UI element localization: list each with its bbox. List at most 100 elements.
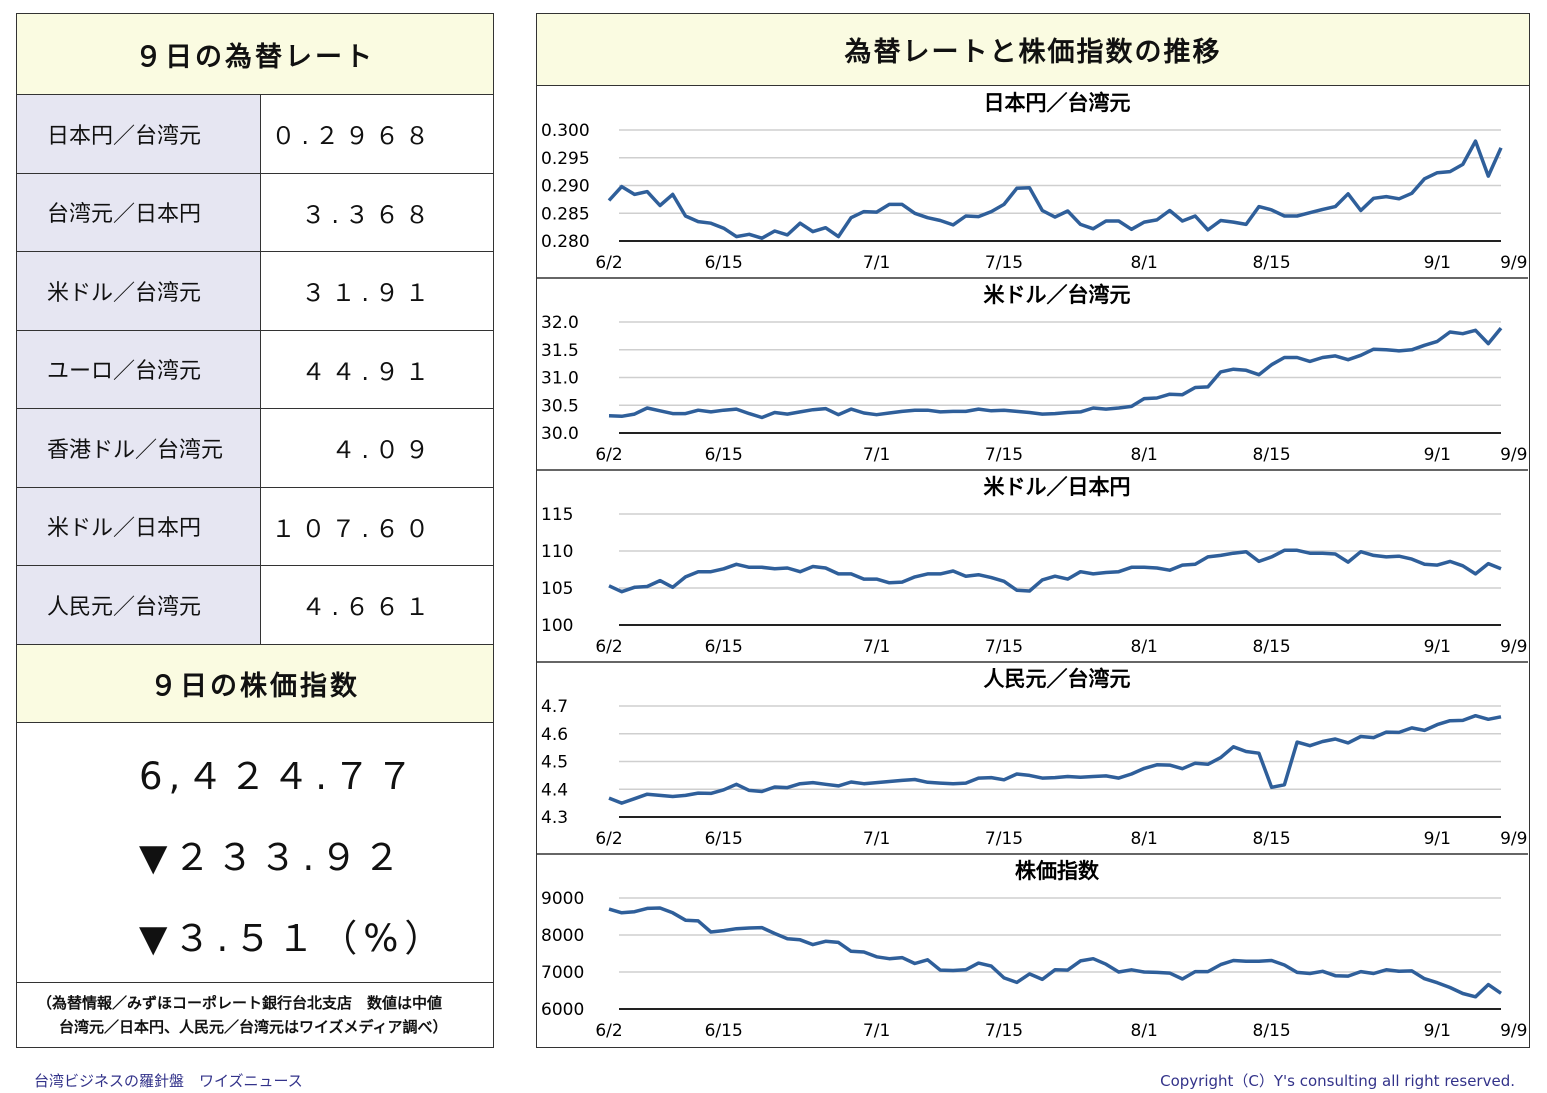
rate-row: ユーロ／台湾元 ４４.９１ (17, 330, 493, 409)
rate-value: １０７.６０ (271, 514, 435, 543)
y-tick-label: 4.7 (541, 697, 568, 717)
rate-row: 日本円／台湾元 ０.２９６８ (17, 95, 493, 174)
y-tick-label: 6000 (541, 1000, 584, 1020)
y-tick-label: 31.0 (541, 369, 579, 389)
rate-label: 米ドル／台湾元 (17, 252, 261, 330)
rate-value: ０.２９６８ (271, 122, 435, 151)
y-tick-label: 110 (541, 542, 573, 562)
y-tick-label: 0.300 (541, 121, 590, 141)
x-tick-label: 9/9 (1500, 637, 1527, 657)
source-note: （為替情報／みずほコーポレート銀行台北支店 数値は中値 台湾元／日本円、人民元／… (17, 983, 493, 1039)
y-tick-label: 4.4 (541, 780, 568, 800)
x-tick-label: 9/1 (1424, 445, 1451, 465)
rate-table: 日本円／台湾元 ０.２９６８ 台湾元／日本円 ３.３６８ 米ドル／台湾元 ３１.９１ ユーロ… (17, 95, 493, 645)
x-tick-label: 7/15 (985, 637, 1023, 657)
stock-index-percent: ▼３.５１（%） (139, 916, 448, 960)
y-tick-label: 0.280 (541, 232, 590, 252)
y-tick-label: 7000 (541, 963, 584, 983)
x-tick-label: 9/1 (1424, 637, 1451, 657)
series-line (608, 713, 1502, 805)
y-tick-label: 4.6 (541, 725, 568, 745)
y-tick-label: 9000 (541, 889, 584, 909)
x-tick-label: 6/15 (705, 1021, 743, 1041)
chart-panel: 米ドル／日本円 115 110 105 100 6/2 6/15 7/1 7/15 8/1 8/15… (537, 469, 1528, 657)
rate-value: ４４.９１ (301, 357, 435, 386)
rate-label: ユーロ／台湾元 (17, 330, 261, 408)
x-tick-label: 9/9 (1500, 829, 1527, 849)
x-tick-label: 8/1 (1131, 829, 1158, 849)
x-tick-label: 6/15 (705, 637, 743, 657)
x-tick-label: 8/15 (1253, 637, 1291, 657)
right-panel: 為替レートと株価指数の推移 日本円／台湾元 0.300 0.295 0.290 0.28… (536, 13, 1530, 1048)
x-tick-label: 8/15 (1253, 445, 1291, 465)
x-tick-label: 8/1 (1131, 445, 1158, 465)
rate-row: 米ドル／日本円 １０７.６０ (17, 487, 493, 566)
y-tick-label: 31.5 (541, 341, 579, 361)
x-tick-label: 7/1 (863, 1021, 890, 1041)
x-tick-label: 7/1 (863, 637, 890, 657)
series-line (608, 326, 1503, 420)
charts-title: 為替レートと株価指数の推移 (537, 14, 1529, 86)
rate-row: 米ドル／台湾元 ３１.９１ (17, 252, 493, 331)
x-tick-label: 6/2 (595, 445, 622, 465)
rate-label: 日本円／台湾元 (17, 95, 261, 173)
x-tick-label: 9/9 (1500, 445, 1527, 465)
rate-row: 人民元／台湾元 ４.６６１ (17, 566, 493, 645)
stock-index-change: ▼２３３.９２ (139, 835, 407, 879)
rate-label: 人民元／台湾元 (17, 566, 261, 644)
y-tick-label: 0.290 (541, 177, 590, 197)
y-tick-label: 100 (541, 616, 573, 636)
stock-index-box: 6,４２４.７７ ▼２３３.９２ ▼３.５１（%） (17, 723, 493, 983)
series-line (608, 906, 1502, 999)
x-tick-label: 8/15 (1253, 253, 1291, 273)
source-note-line2: 台湾元／日本円、人民元／台湾元はワイズメディア調べ） (59, 1017, 448, 1036)
x-tick-label: 6/15 (705, 829, 743, 849)
chart-title: 日本円／台湾元 (984, 91, 1131, 115)
chart-title: 人民元／台湾元 (984, 667, 1131, 691)
chart-panel: 株価指数 9000 8000 7000 6000 6/2 6/15 7/1 7/15 8/1 8/1… (537, 853, 1528, 1041)
series-line (608, 548, 1502, 594)
rate-label: 台湾元／日本円 (17, 173, 261, 251)
series-line (607, 139, 1503, 240)
x-tick-label: 7/15 (985, 1021, 1023, 1041)
rate-row: 台湾元／日本円 ３.３６８ (17, 173, 493, 252)
x-tick-label: 6/2 (595, 829, 622, 849)
x-tick-label: 9/1 (1424, 1021, 1451, 1041)
rate-value: ４.０９ (331, 436, 435, 465)
y-tick-label: 115 (541, 505, 573, 525)
y-tick-label: 30.5 (541, 396, 579, 416)
chart-panel: 米ドル／台湾元 32.0 31.5 31.0 30.5 30.0 6/2 6/15 7/1 7/1… (537, 277, 1528, 465)
left-panel: ９日の為替レート 日本円／台湾元 ０.２９６８ 台湾元／日本円 ３.３６８ 米ドル／台湾… (16, 13, 494, 1048)
y-tick-label: 105 (541, 579, 573, 599)
x-tick-label: 8/1 (1131, 1021, 1158, 1041)
y-tick-label: 8000 (541, 926, 584, 946)
rate-label: 香港ドル／台湾元 (17, 409, 261, 487)
x-tick-label: 6/15 (705, 253, 743, 273)
rate-value: ３１.９１ (301, 279, 435, 308)
chart-title: 米ドル／台湾元 (984, 283, 1131, 307)
x-tick-label: 8/1 (1131, 637, 1158, 657)
y-tick-label: 32.0 (541, 313, 579, 333)
x-tick-label: 9/9 (1500, 1021, 1527, 1041)
footer-brand: 台湾ビジネスの羅針盤 ワイズニュース (34, 1072, 303, 1090)
x-tick-label: 8/15 (1253, 1021, 1291, 1041)
chart-panel: 人民元／台湾元 4.7 4.6 4.5 4.4 4.3 6/2 6/15 7/1 7/15 8/1 8… (537, 661, 1528, 849)
stock-index-value: 6,４２４.７７ (139, 754, 420, 798)
y-tick-label: 30.0 (541, 424, 579, 444)
y-tick-label: 0.295 (541, 149, 590, 169)
stock-index-title: ９日の株価指数 (17, 644, 493, 723)
x-tick-label: 7/1 (863, 253, 890, 273)
x-tick-label: 9/9 (1500, 253, 1527, 273)
rate-table-title: ９日の為替レート (17, 14, 493, 95)
rate-value: ４.６６１ (301, 593, 435, 622)
x-tick-label: 7/15 (985, 445, 1023, 465)
x-tick-label: 7/1 (863, 445, 890, 465)
x-tick-label: 9/1 (1424, 829, 1451, 849)
y-tick-label: 4.5 (541, 753, 568, 773)
rate-label: 米ドル／日本円 (17, 487, 261, 565)
x-tick-label: 6/2 (595, 253, 622, 273)
x-tick-label: 7/15 (985, 253, 1023, 273)
y-tick-label: 4.3 (541, 808, 568, 828)
footer-copyright: Copyright（C）Y's consulting all right res… (1160, 1072, 1515, 1090)
